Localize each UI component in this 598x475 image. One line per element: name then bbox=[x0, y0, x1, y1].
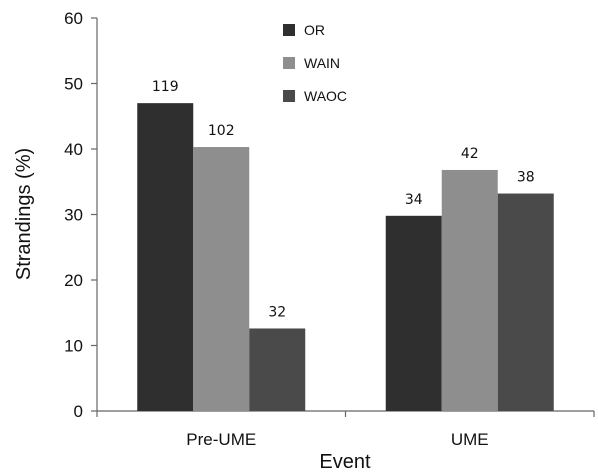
x-axis-title: Event bbox=[319, 451, 371, 473]
bar-count-label: 42 bbox=[461, 146, 479, 162]
legend-label-or: OR bbox=[304, 22, 325, 38]
bar-count-label: 102 bbox=[208, 123, 235, 139]
x-axis-ticks: Pre-UME UME bbox=[96, 411, 595, 449]
bar-count-label: 32 bbox=[268, 304, 286, 320]
bars bbox=[137, 103, 554, 412]
legend: OR WAIN WAOC bbox=[283, 22, 347, 104]
legend-swatch-or bbox=[283, 24, 295, 36]
legend-label-waoc: WAOC bbox=[304, 88, 347, 104]
y-axis-title: Strandings (%) bbox=[13, 148, 35, 280]
legend-swatch-wain bbox=[283, 57, 295, 69]
y-axis-ticks: 0 10 20 30 40 50 60 bbox=[64, 9, 97, 421]
y-tick-label: 0 bbox=[74, 402, 83, 421]
bar-count-label: 34 bbox=[405, 192, 423, 208]
legend-label-wain: WAIN bbox=[304, 55, 340, 71]
y-tick-label: 40 bbox=[64, 140, 83, 159]
bar-count-label: 119 bbox=[152, 79, 179, 95]
legend-swatch-waoc bbox=[283, 90, 295, 102]
y-tick-label: 30 bbox=[64, 206, 83, 225]
bar-count-label: 38 bbox=[517, 170, 535, 186]
bar-waoc-ume bbox=[497, 193, 554, 411]
y-tick-label: 10 bbox=[64, 337, 83, 356]
x-category-label: Pre-UME bbox=[186, 430, 256, 449]
y-tick-label: 50 bbox=[64, 75, 83, 94]
x-category-label: UME bbox=[451, 430, 489, 449]
bar-labels: 119 102 32 34 42 38 bbox=[152, 79, 535, 320]
bar-or-ume bbox=[385, 215, 442, 411]
y-tick-label: 20 bbox=[64, 271, 83, 290]
y-tick-label: 60 bbox=[64, 9, 83, 28]
bar-wain-ume bbox=[441, 169, 498, 411]
bar-waoc-pre-ume bbox=[249, 328, 306, 411]
bar-or-pre-ume bbox=[137, 103, 194, 412]
bar-wain-pre-ume bbox=[193, 147, 250, 411]
